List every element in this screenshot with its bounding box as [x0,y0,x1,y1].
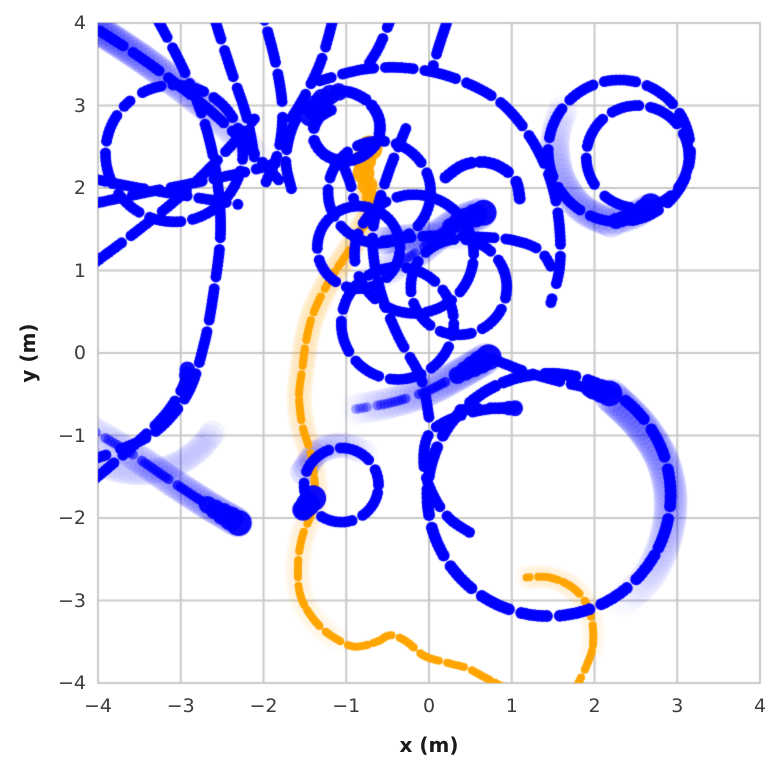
x-tick-label-4: 4 [753,695,767,717]
x-tick-label-−2: −2 [249,695,278,717]
x-tick-label-0: 0 [422,695,436,717]
y-tick-label-3: 3 [73,94,86,117]
y-tick-label-0: 0 [73,342,86,364]
y-tick-label-1: 1 [73,259,86,282]
y-tick-label-2: 2 [73,177,86,199]
y-tick-label-−3: −3 [57,589,86,612]
x-tick-label-3: 3 [671,695,684,717]
y-tick-label-4: 4 [73,12,86,34]
x-tick-label-1: 1 [505,695,518,717]
y-tick-label-−2: −2 [57,507,86,529]
x-tick-label-−1: −1 [332,695,361,717]
y-tick-label-−4: −4 [57,672,86,694]
y-tick-label-−1: −1 [57,424,86,447]
x-tick-label-−4: −4 [83,695,113,717]
y-axis-label: y (m) [16,323,40,383]
x-axis-label: x (m) [399,733,459,757]
x-tick-label-2: 2 [588,695,601,717]
x-tick-label-−3: −3 [166,695,195,717]
